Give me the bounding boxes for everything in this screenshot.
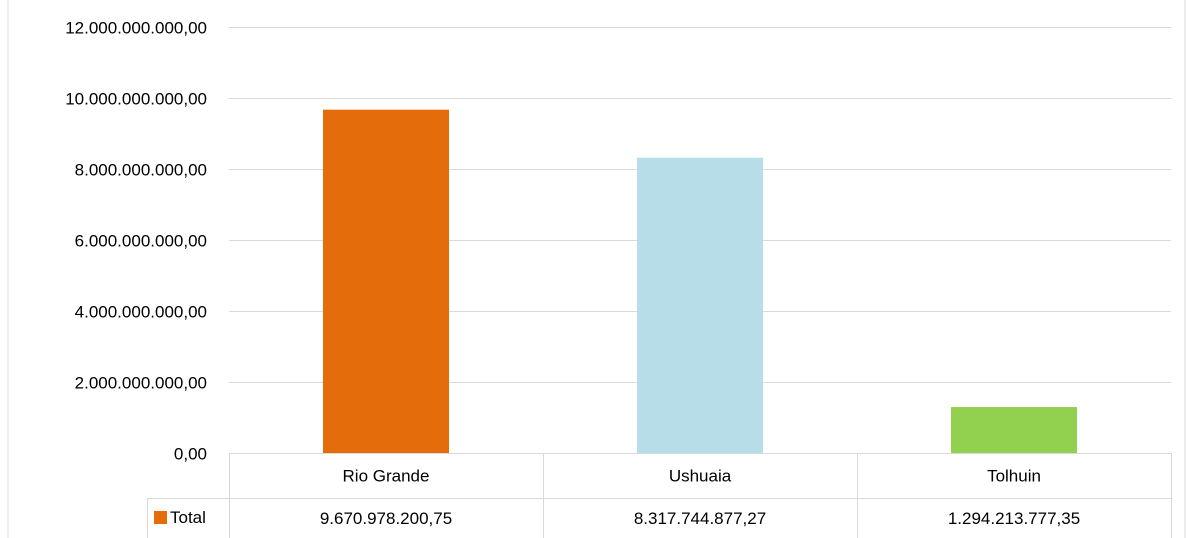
bar — [637, 157, 763, 453]
legend-label: Total — [170, 508, 206, 527]
x-category-label: Rio Grande — [343, 467, 430, 486]
bar — [323, 109, 449, 454]
y-axis-tick-labels: 0,00 2.000.000.000,00 4.000.000.000,00 6.00… — [65, 19, 207, 464]
y-tick-label: 4.000.000.000,00 — [75, 303, 207, 322]
y-tick-label: 10.000.000.000,00 — [65, 90, 207, 109]
x-category-label: Tolhuin — [987, 467, 1041, 486]
y-tick-label: 6.000.000.000,00 — [75, 232, 207, 251]
y-tick-label: 0,00 — [174, 445, 207, 464]
bar — [951, 407, 1077, 453]
data-table-value: 9.670.978.200,75 — [320, 509, 452, 528]
legend-swatch — [154, 511, 167, 524]
y-tick-label: 12.000.000.000,00 — [65, 19, 207, 38]
y-tick-label: 2.000.000.000,00 — [75, 374, 207, 393]
data-table-value: 8.317.744.877,27 — [634, 509, 766, 528]
data-table-value: 1.294.213.777,35 — [948, 509, 1080, 528]
x-category-label: Ushuaia — [669, 467, 732, 486]
data-table: Rio Grande 9.670.978.200,75 Ushuaia 8.317.7… — [147, 453, 1172, 538]
y-tick-label: 8.000.000.000,00 — [75, 161, 207, 180]
bars — [323, 109, 1077, 454]
